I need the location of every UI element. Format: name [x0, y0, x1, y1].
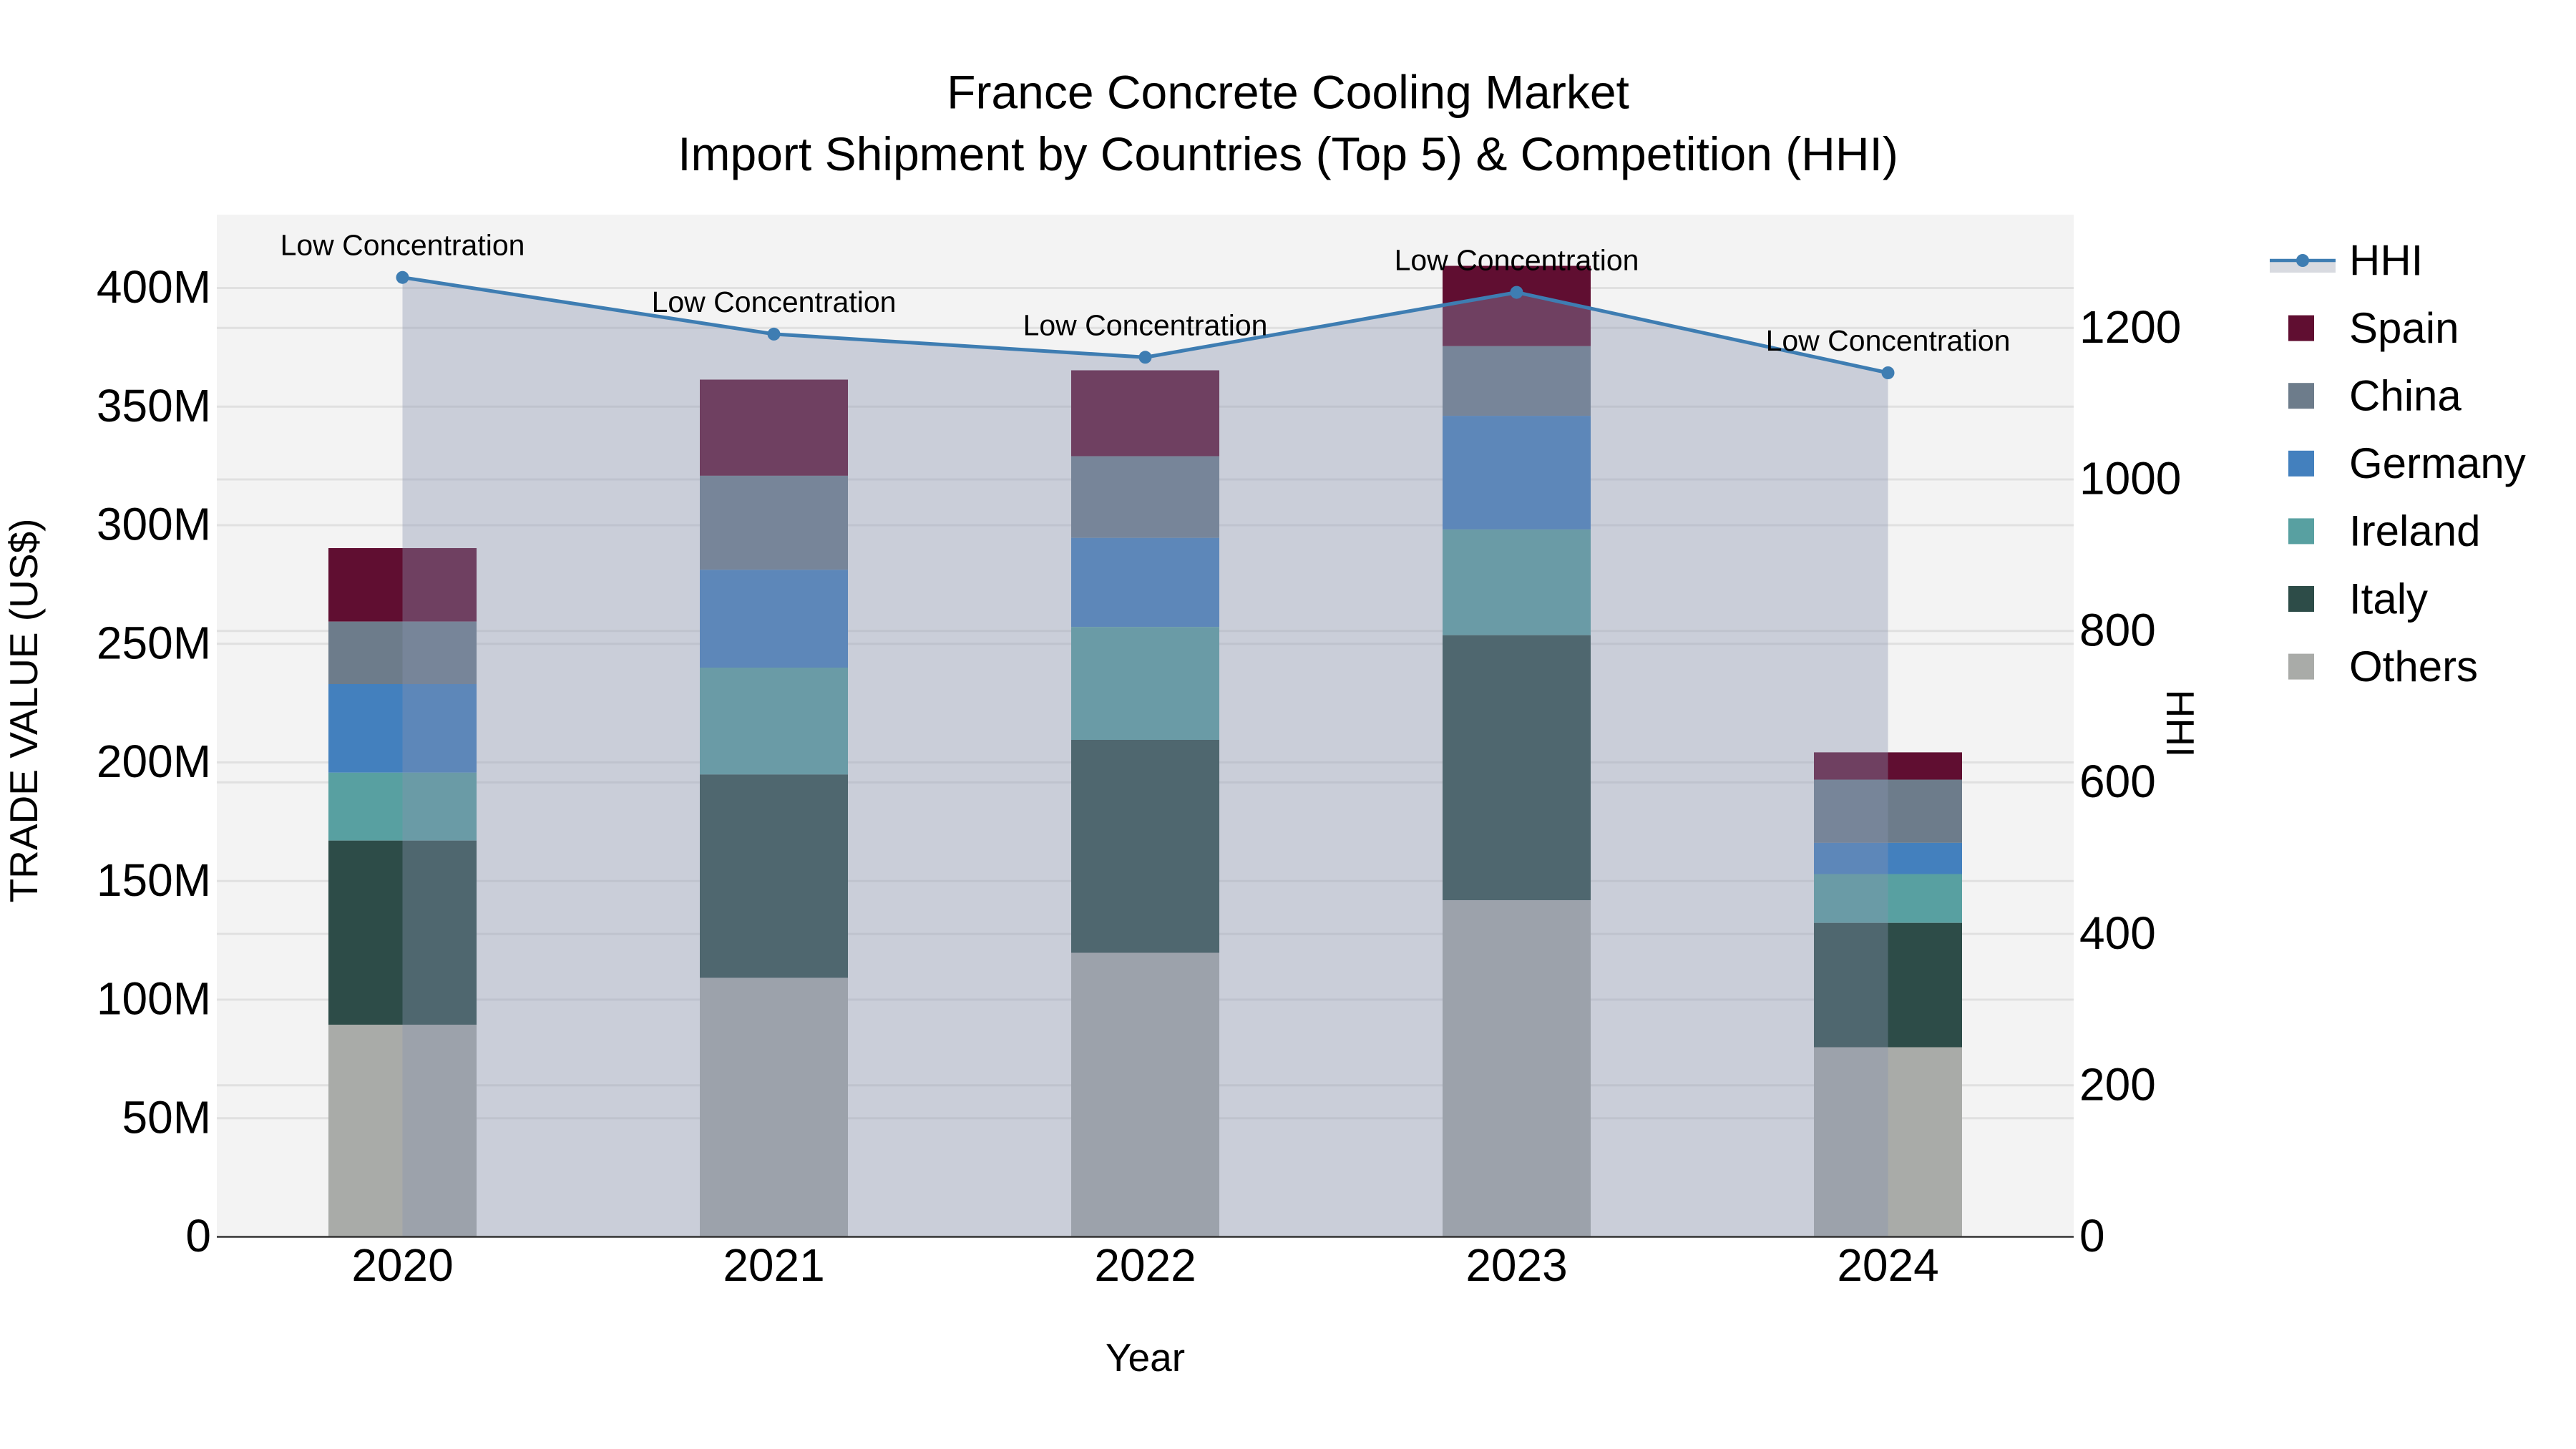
- svg-text:0: 0: [2079, 1210, 2105, 1262]
- svg-text:2022: 2022: [1094, 1239, 1196, 1291]
- svg-text:HHI: HHI: [2349, 236, 2423, 284]
- svg-text:Low Concentration: Low Concentration: [1023, 308, 1268, 341]
- svg-text:2021: 2021: [723, 1239, 824, 1291]
- svg-text:1200: 1200: [2079, 301, 2181, 353]
- svg-text:400: 400: [2079, 907, 2156, 959]
- svg-text:Spain: Spain: [2349, 304, 2459, 352]
- svg-text:Import Shipment by Countries (: Import Shipment by Countries (Top 5) & C…: [678, 127, 1898, 180]
- svg-text:800: 800: [2079, 604, 2156, 655]
- svg-text:France Concrete Cooling Market: France Concrete Cooling Market: [947, 66, 1629, 119]
- svg-text:350M: 350M: [97, 380, 211, 431]
- svg-text:Germany: Germany: [2349, 439, 2526, 487]
- svg-text:1000: 1000: [2079, 453, 2181, 504]
- svg-text:200M: 200M: [97, 736, 211, 787]
- svg-text:100M: 100M: [97, 973, 211, 1025]
- svg-text:600: 600: [2079, 756, 2156, 807]
- svg-text:2024: 2024: [1837, 1239, 1938, 1291]
- svg-text:TRADE VALUE (US$): TRADE VALUE (US$): [1, 519, 46, 903]
- svg-text:Others: Others: [2349, 643, 2478, 691]
- svg-text:2020: 2020: [351, 1239, 453, 1291]
- svg-text:150M: 150M: [97, 854, 211, 906]
- svg-text:50M: 50M: [122, 1092, 212, 1143]
- svg-text:250M: 250M: [97, 618, 211, 669]
- svg-text:300M: 300M: [97, 499, 211, 550]
- svg-text:2023: 2023: [1465, 1239, 1567, 1291]
- svg-text:Low Concentration: Low Concentration: [1395, 244, 1639, 277]
- svg-text:Low Concentration: Low Concentration: [652, 286, 897, 318]
- svg-text:200: 200: [2079, 1059, 2156, 1111]
- svg-text:China: China: [2349, 372, 2462, 420]
- svg-text:Year: Year: [1106, 1335, 1185, 1380]
- svg-text:400M: 400M: [97, 261, 211, 313]
- svg-text:Italy: Italy: [2349, 575, 2428, 623]
- svg-text:HHI: HHI: [2158, 690, 2202, 758]
- svg-text:Low Concentration: Low Concentration: [280, 229, 525, 262]
- svg-text:0: 0: [185, 1210, 211, 1262]
- svg-text:Low Concentration: Low Concentration: [1766, 324, 2011, 357]
- svg-text:Ireland: Ireland: [2349, 507, 2480, 555]
